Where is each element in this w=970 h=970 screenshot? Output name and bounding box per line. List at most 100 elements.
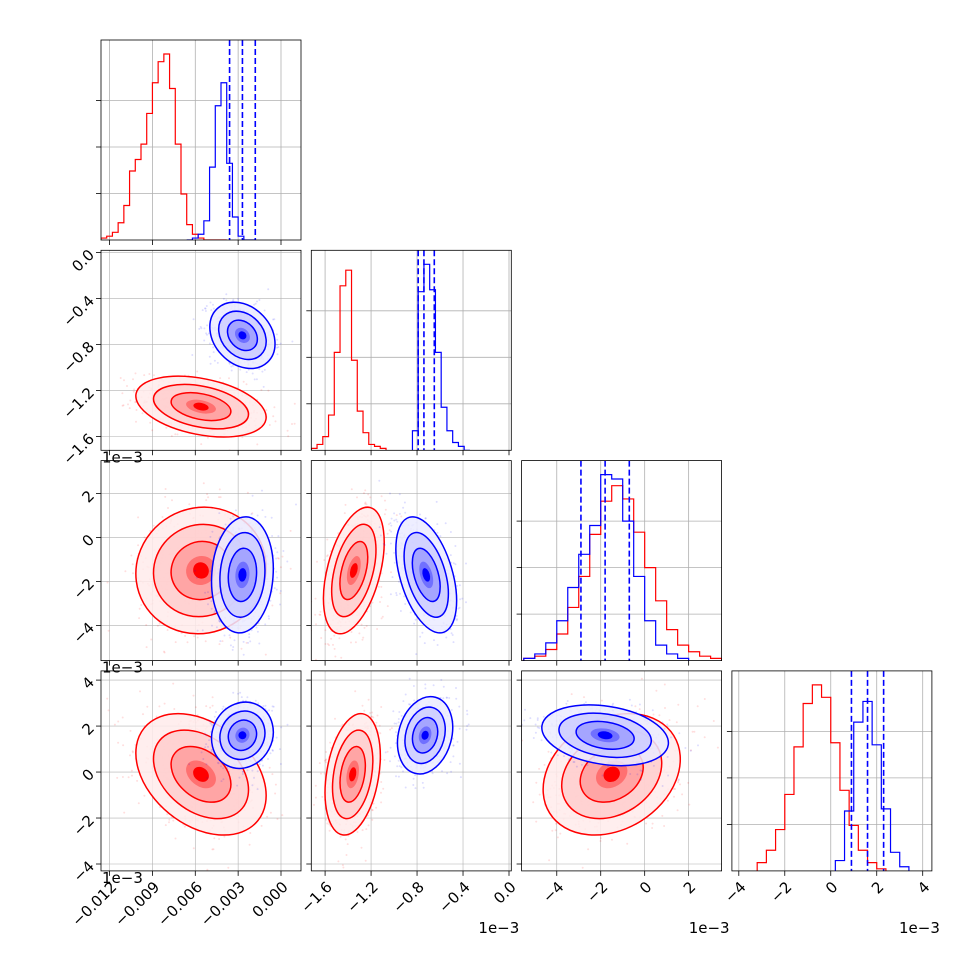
sample-point bbox=[163, 702, 166, 705]
sample-point bbox=[276, 338, 279, 341]
sample-point bbox=[216, 361, 219, 364]
sample-point bbox=[293, 402, 296, 405]
sample-point bbox=[222, 526, 225, 529]
sample-point bbox=[122, 744, 125, 747]
sample-point bbox=[208, 597, 211, 600]
sample-point bbox=[419, 635, 422, 638]
sample-point bbox=[245, 383, 248, 386]
sample-point bbox=[176, 433, 179, 436]
sample-point bbox=[210, 750, 213, 753]
sample-point bbox=[308, 605, 310, 607]
sample-point bbox=[274, 783, 277, 786]
sample-point bbox=[211, 624, 213, 627]
sample-point bbox=[161, 516, 164, 518]
sample-point bbox=[279, 566, 282, 569]
sample-point bbox=[289, 567, 292, 570]
sample-point bbox=[343, 512, 346, 515]
sample-point bbox=[207, 591, 209, 594]
sample-point bbox=[143, 536, 146, 539]
sample-point bbox=[268, 617, 270, 620]
sample-point bbox=[106, 581, 109, 584]
sample-point bbox=[210, 309, 213, 312]
panel-border bbox=[310, 249, 512, 451]
panel-border bbox=[731, 670, 933, 872]
sample-point bbox=[184, 456, 186, 458]
sample-point bbox=[237, 692, 239, 695]
sample-point bbox=[329, 550, 332, 553]
scatter-panel-2-1 bbox=[308, 460, 512, 662]
sample-point bbox=[172, 819, 175, 822]
sample-point bbox=[242, 699, 245, 702]
sample-point bbox=[277, 557, 280, 560]
sample-point bbox=[256, 443, 259, 446]
sample-point bbox=[216, 761, 219, 764]
sample-point bbox=[264, 704, 267, 707]
sample-point bbox=[256, 770, 259, 773]
sample-point bbox=[219, 377, 222, 380]
sample-point bbox=[363, 626, 366, 629]
sample-point bbox=[170, 435, 173, 438]
sample-point bbox=[455, 614, 458, 617]
sample-point bbox=[210, 607, 213, 610]
sample-point bbox=[204, 307, 207, 310]
sample-point bbox=[209, 301, 212, 304]
sample-point bbox=[279, 603, 281, 606]
sample-point bbox=[153, 374, 155, 377]
blue-histogram bbox=[411, 263, 470, 451]
sample-point bbox=[261, 489, 263, 492]
sample-point bbox=[319, 610, 322, 613]
sample-point bbox=[261, 764, 264, 767]
sample-point bbox=[209, 751, 212, 754]
sample-point bbox=[164, 488, 167, 490]
sample-point bbox=[130, 769, 133, 772]
sample-point bbox=[213, 715, 216, 718]
scatter-panel-3-0 bbox=[100, 670, 302, 872]
sample-point bbox=[188, 503, 191, 506]
panel-border bbox=[100, 670, 302, 872]
sample-point bbox=[148, 373, 151, 375]
sample-point bbox=[255, 626, 258, 629]
sample-point bbox=[276, 818, 279, 820]
sample-point bbox=[219, 620, 221, 623]
sample-point bbox=[137, 516, 140, 519]
blue-contour bbox=[227, 547, 258, 603]
sample-point bbox=[210, 748, 213, 751]
sample-point bbox=[246, 696, 249, 699]
sample-point bbox=[208, 739, 211, 742]
sample-point bbox=[204, 307, 206, 310]
sample-point bbox=[206, 868, 209, 871]
sample-point bbox=[269, 599, 272, 602]
sample-point bbox=[225, 299, 228, 302]
sample-point bbox=[271, 773, 274, 776]
sample-point bbox=[141, 412, 144, 415]
sample-point bbox=[271, 535, 274, 537]
sample-point bbox=[286, 429, 289, 432]
sample-point bbox=[207, 719, 210, 722]
sample-point bbox=[164, 495, 167, 498]
sample-point bbox=[241, 436, 244, 439]
sample-point bbox=[205, 305, 208, 307]
sample-point bbox=[242, 770, 244, 773]
sample-point bbox=[384, 508, 387, 511]
scatter-content bbox=[101, 670, 301, 871]
sample-point bbox=[281, 814, 284, 817]
sample-point bbox=[213, 837, 216, 840]
sample-point bbox=[134, 401, 137, 404]
sample-point bbox=[150, 638, 153, 641]
sample-point bbox=[326, 538, 329, 541]
sample-point bbox=[206, 324, 209, 327]
sample-point bbox=[384, 499, 386, 502]
sample-point bbox=[295, 503, 297, 506]
sample-point bbox=[276, 343, 279, 346]
sample-point bbox=[257, 702, 260, 705]
sample-point bbox=[196, 370, 199, 373]
sample-point bbox=[228, 377, 230, 380]
sample-point bbox=[271, 604, 274, 607]
sample-point bbox=[363, 492, 365, 495]
sample-point bbox=[276, 353, 279, 356]
sample-point bbox=[207, 603, 209, 606]
sample-point bbox=[232, 691, 235, 694]
sample-point bbox=[193, 635, 196, 638]
sample-point bbox=[380, 585, 383, 588]
